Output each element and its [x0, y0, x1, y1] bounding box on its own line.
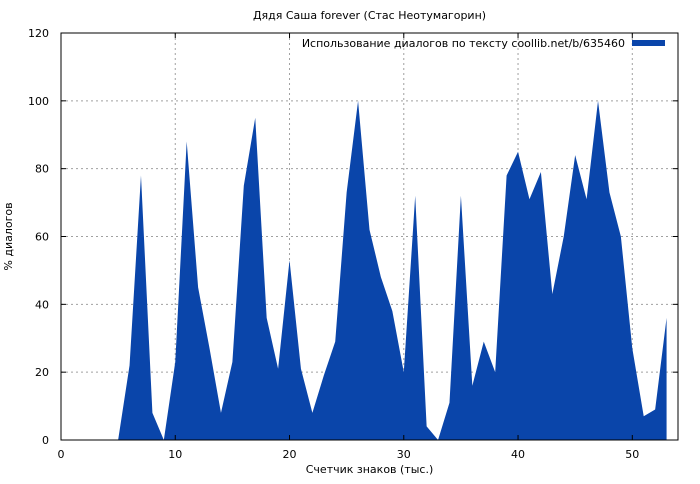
- x-tick-label: 40: [511, 448, 525, 461]
- area-series: [61, 100, 667, 440]
- y-tick-label: 80: [35, 163, 49, 176]
- legend-swatch: [632, 40, 665, 46]
- y-tick-label: 120: [28, 27, 49, 40]
- y-axis-label: % диалогов: [2, 202, 15, 270]
- chart-title: Дядя Саша forever (Стас Неотумагорин): [253, 9, 486, 22]
- x-tick-label: 30: [397, 448, 411, 461]
- y-tick-label: 0: [42, 434, 49, 447]
- legend-label: Использование диалогов по тексту coollib…: [302, 37, 625, 50]
- y-tick-label: 60: [35, 231, 49, 244]
- x-tick-label: 20: [283, 448, 297, 461]
- y-tick-label: 100: [28, 95, 49, 108]
- area-series-group: [61, 100, 667, 440]
- x-tick-label: 10: [168, 448, 182, 461]
- x-tick-label: 50: [625, 448, 639, 461]
- y-tick-label: 40: [35, 298, 49, 311]
- legend: Использование диалогов по тексту coollib…: [302, 37, 665, 50]
- x-axis-label: Счетчик знаков (тыс.): [306, 463, 434, 476]
- x-tick-label: 0: [58, 448, 65, 461]
- axis-ticks: 0 20 40 60 80 100 120 0 10 20 30 40 50: [28, 27, 678, 461]
- y-tick-label: 20: [35, 366, 49, 379]
